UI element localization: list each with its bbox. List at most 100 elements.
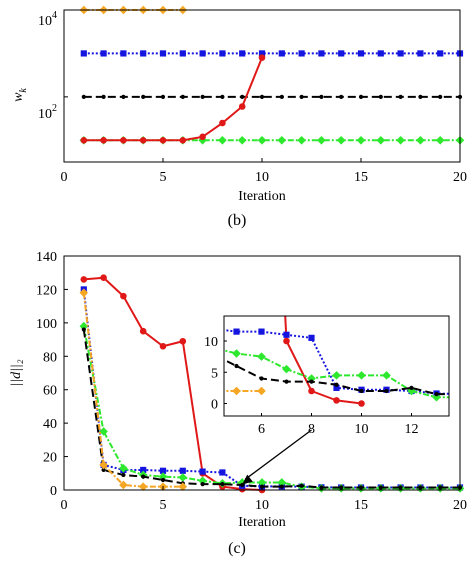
panel-c-xtick-label-10: 10	[255, 498, 269, 513]
panel-b-series-3-point-19	[438, 94, 443, 99]
panel-c-series-5-point-6	[178, 482, 188, 491]
panel-b-series-4-point-19	[435, 135, 445, 145]
panel-b-series-3-point-6	[180, 94, 185, 99]
panel-c-series-1-line	[83, 276, 263, 491]
inset-series-3-point-11	[382, 371, 391, 380]
panel-b-series-3-point-10	[259, 94, 265, 99]
panel-c-xtick-label-0: 0	[61, 498, 68, 513]
inset-series-3-point-6	[257, 352, 266, 361]
panel-b-series-4-point-8	[218, 135, 227, 145]
panel-b-xtick-label-5: 5	[160, 170, 167, 185]
panel-c-series-4-point-1	[81, 327, 86, 332]
panel-b-series-2	[80, 50, 464, 57]
panel-b-series-5-point-6	[179, 136, 187, 144]
inset-series-4-point-10	[359, 388, 364, 394]
panel-b-series-3-point-12	[299, 94, 304, 99]
inset-series-layer	[158, 306, 449, 407]
panel-b-xtick-label-20: 20	[453, 170, 467, 185]
panel-b-series-4-point-15	[356, 135, 366, 145]
panel-c-series-2-point-8	[219, 469, 226, 476]
inset-series-4-point-2	[160, 327, 163, 330]
panel-b-series-2-point-3	[120, 50, 127, 57]
panel-b-ytick-label-mid: 102	[38, 103, 57, 122]
inset-series-5-point-2	[158, 306, 165, 313]
panel-b-series-2-point-16	[377, 50, 384, 57]
panel-b-series-3-point-14	[339, 94, 344, 99]
panel-b-series-3-point-5	[160, 94, 166, 99]
panel-c-series-4-point-13	[319, 485, 324, 490]
inset-series-3-point-13	[432, 392, 441, 402]
inset-ytick-label-5: 5	[211, 366, 218, 381]
panel-b-series-2-point-13	[318, 50, 325, 57]
panel-b-series-3-point-18	[418, 94, 423, 99]
panel-b-subfigure-label: (b)	[228, 212, 247, 229]
panel-b-series-5-point-9	[238, 103, 246, 110]
panel-c-xtick-label-15: 15	[354, 498, 368, 513]
panel-b-series-layer	[79, 5, 465, 145]
panel-b-series-5-point-3	[120, 136, 127, 144]
panel-c-subfigure-label: (c)	[228, 540, 246, 557]
inset-series-4-point-13	[434, 392, 439, 397]
panel-b-series-5-point-1	[80, 136, 88, 144]
inset-series-3-line	[224, 349, 449, 399]
panel-c-series-1-point-1	[80, 276, 88, 283]
panel-b-series-4-point-16	[376, 135, 386, 145]
panel-b-series-4-point-11	[277, 135, 287, 145]
inset-series-4-point-4	[210, 352, 213, 355]
panel-b-xtick-label-10: 10	[255, 170, 269, 185]
arrow-head	[242, 474, 253, 485]
inset-series-4-point-5	[234, 363, 239, 369]
panel-b-series-2-point-5	[159, 50, 167, 57]
panel-c-series-4-point-16	[378, 485, 383, 490]
panel-c-ytick-label-20: 20	[43, 451, 57, 466]
panel-b-series-3	[81, 94, 463, 99]
panel-c-series-2-point-7	[199, 468, 206, 475]
panel-c-series-4-point-8	[220, 482, 225, 487]
inset-axes-frame	[223, 315, 450, 417]
panel-b-series-5-point-2	[100, 136, 107, 144]
panel-c-ytick-label-80: 80	[43, 350, 57, 365]
panel-b-series-3-point-15	[358, 94, 364, 99]
inset-xtick-label-8: 8	[308, 422, 315, 437]
panel-b-series-3-point-3	[121, 94, 126, 99]
panel-c-series-4-point-4	[141, 474, 146, 479]
panel-c-ytick-label-140: 140	[36, 250, 57, 265]
panel-b-series-2-point-12	[298, 50, 305, 57]
inset-series-5	[158, 306, 266, 396]
panel-c-x-axis-label: Iteration	[238, 515, 285, 530]
panel-b-series-2-point-9	[239, 50, 246, 57]
panel-b-series-2-point-4	[140, 50, 147, 57]
panel-c-series-5-point-1	[79, 288, 89, 298]
panel-c-y-axis-label: ||d||₂	[9, 359, 24, 386]
panel-b-series-5-point-10	[258, 54, 266, 61]
inset-series-5-point-5	[232, 386, 241, 396]
panel-c-series-3-point-2	[99, 427, 108, 436]
panel-c-series-5-point-3	[119, 480, 128, 490]
inset-series-1-line	[284, 316, 362, 405]
panel-b-series-4-point-17	[396, 135, 405, 145]
panel-c-ytick-label-100: 100	[36, 317, 57, 332]
panel-b-ticks: 0 5 10 15 20	[61, 9, 467, 185]
inset-series-4-point-12	[409, 385, 414, 390]
panel-c-series-2-point-6	[179, 467, 186, 474]
inset-ytick-label-10: 10	[204, 335, 218, 350]
panel-b-series-3-point-11	[279, 94, 284, 99]
panel-c-ytick-label-40: 40	[43, 417, 57, 432]
inset-series-1-point-10	[358, 400, 365, 407]
panel-c-series-5-point-2	[99, 460, 108, 470]
inset-series-4-point-9	[334, 382, 339, 387]
panel-c-series-4-point-12	[299, 483, 304, 488]
panel-c-series-4	[81, 327, 463, 490]
inset-series-2-point-6	[258, 328, 265, 335]
panel-b-series-2-point-19	[437, 50, 444, 57]
inset-series-3-point-10	[357, 371, 366, 380]
panel-c-series-3-point-3	[119, 463, 128, 473]
panel-c-ytick-label-120: 120	[36, 283, 57, 298]
inset-series-4-point-6	[259, 376, 264, 381]
arrow-shaft	[244, 429, 312, 480]
panel-b-series-2-point-17	[397, 50, 404, 57]
panel-b-series-3-point-4	[141, 94, 146, 99]
inset-series-3-point-5	[232, 349, 241, 358]
inset-series-1-point-8	[308, 387, 315, 395]
